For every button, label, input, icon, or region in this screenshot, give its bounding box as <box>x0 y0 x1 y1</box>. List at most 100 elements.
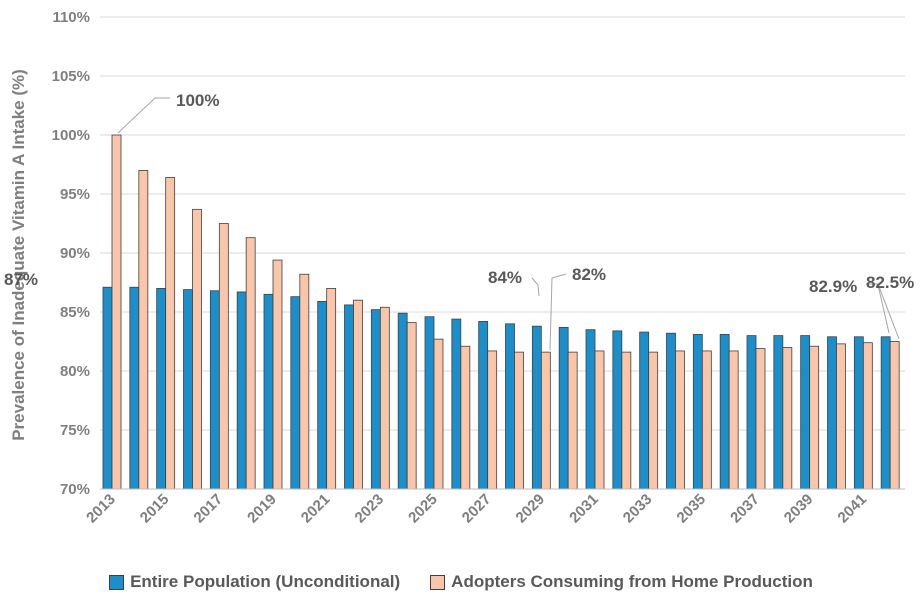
bar-adopters <box>755 348 766 490</box>
bar-population <box>156 287 167 490</box>
y-tick-label: 85% <box>60 304 90 321</box>
bar-adopters <box>675 350 685 490</box>
x-tick-label: 2025 <box>405 491 441 527</box>
x-tick-label: 2041 <box>835 491 871 527</box>
bar-adopters <box>621 351 632 490</box>
bar-adopters <box>406 322 417 490</box>
leader-line-end-population <box>877 284 890 334</box>
bar-adopters <box>299 273 310 490</box>
bar-population <box>370 309 381 490</box>
bar-population <box>719 334 730 490</box>
y-tick-label: 90% <box>60 245 90 262</box>
legend-swatch-adopters <box>430 574 446 590</box>
annotation-mid-adopters: 82% <box>572 265 606 284</box>
bar-adopters <box>111 134 122 490</box>
legend-item-population: Entire Population (Unconditional) <box>109 572 400 592</box>
bar-population <box>880 336 891 490</box>
bar-adopters <box>889 341 900 490</box>
x-tick-label: 2023 <box>352 491 388 527</box>
bar-population <box>183 289 193 490</box>
bar-adopters <box>192 208 202 490</box>
x-tick-label: 2019 <box>244 491 280 527</box>
bar-adopters <box>809 345 820 490</box>
bar-population <box>612 330 623 490</box>
annotation-end-population: 82.9% <box>809 277 857 296</box>
bar-adopters <box>272 259 283 490</box>
y-axis-ticks: 70% 75% 80% 85% 90% 95% 100% 105% 110% <box>52 9 90 498</box>
x-tick-label: 2033 <box>620 491 656 527</box>
bar-adopters <box>728 350 739 490</box>
legend-item-adopters: Adopters Consuming from Home Production <box>430 572 813 592</box>
bar-population <box>344 304 354 490</box>
x-tick-label: 2031 <box>566 491 602 527</box>
bar-population <box>317 300 328 490</box>
legend-label-adopters: Adopters Consuming from Home Production <box>451 572 813 591</box>
bar-population <box>773 335 784 490</box>
bar-population <box>102 286 113 490</box>
x-tick-label: 2029 <box>513 491 549 527</box>
legend-label-population: Entire Population (Unconditional) <box>130 572 401 591</box>
x-tick-label: 2017 <box>191 491 227 527</box>
leader-line-mid-population <box>531 277 540 297</box>
legend-swatch-population <box>109 574 125 590</box>
bar-adopters <box>862 342 873 490</box>
bar-adopters <box>836 343 846 490</box>
bar-population <box>558 326 569 490</box>
bar-population <box>639 331 650 490</box>
bar-population <box>853 336 864 490</box>
y-tick-label: 70% <box>60 481 90 498</box>
x-tick-label: 2027 <box>459 491 495 527</box>
bar-population <box>290 296 301 490</box>
x-tick-label: 2039 <box>781 491 817 527</box>
bar-population <box>505 323 515 490</box>
bar-population <box>827 336 837 490</box>
bar-adopters <box>701 350 712 490</box>
bar-population <box>263 293 274 490</box>
x-tick-label: 2021 <box>298 491 334 527</box>
bar-adopters <box>514 351 524 490</box>
bar-adopters <box>245 237 256 490</box>
bar-adopters <box>433 338 444 490</box>
bar-adopters <box>218 223 229 490</box>
leader-line-mid-adopters <box>549 273 567 351</box>
bar-adopters <box>487 350 498 490</box>
bar-adopters <box>138 169 149 490</box>
bar-population <box>397 312 408 490</box>
x-tick-label: 2035 <box>674 491 710 527</box>
y-tick-label: 100% <box>52 127 90 144</box>
y-tick-label: 95% <box>60 186 90 203</box>
bar-population <box>531 325 542 490</box>
bar-population <box>746 335 757 490</box>
bar-adopters <box>165 177 176 490</box>
bar-population <box>424 316 435 490</box>
annotation-end-adopters: 82.5% <box>866 273 914 292</box>
x-tick-label: 2037 <box>727 491 763 527</box>
x-tick-label: 2015 <box>137 491 173 527</box>
y-tick-label: 80% <box>60 363 90 380</box>
bar-adopters <box>379 306 390 490</box>
bar-population <box>666 332 676 490</box>
bar-population <box>209 290 220 490</box>
bar-population <box>585 329 596 490</box>
leader-line-start <box>117 97 170 134</box>
y-tick-label: 110% <box>52 9 90 26</box>
y-axis-label: Prevalence of Inadequate Vitamin A Intak… <box>9 69 28 441</box>
bar-adopters <box>460 345 471 490</box>
annotation-mid-population: 84% <box>488 268 522 287</box>
y-tick-label: 75% <box>60 422 90 439</box>
x-axis-ticks: 2013 2015 2017 2019 2021 2023 2025 2027 2029 2031… <box>83 491 870 527</box>
bar-population <box>800 335 811 490</box>
bar-adopters <box>594 350 605 490</box>
bar-adopters <box>782 346 793 490</box>
bar-adopters <box>540 351 551 490</box>
bar-adopters <box>353 299 363 490</box>
bar-adopters <box>326 287 337 490</box>
leader-line-end-adopters <box>866 283 900 340</box>
y-tick-label: 105% <box>52 68 90 85</box>
bar-population <box>451 318 462 490</box>
bar-chart: 70%75%80%85%90%95%100%105%110% 2013 2015 2… <box>4 9 914 527</box>
bar-population <box>129 286 140 490</box>
annotations: 100% 87% 84% 82% 82.9% 82.5% <box>4 91 914 351</box>
bar-population <box>692 334 703 490</box>
bar-adopters <box>567 351 578 490</box>
